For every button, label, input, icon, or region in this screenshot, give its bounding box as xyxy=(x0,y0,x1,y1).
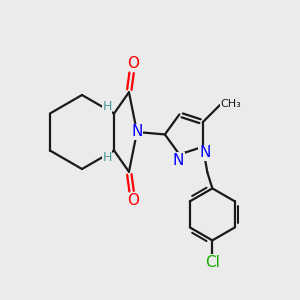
Text: O: O xyxy=(127,56,139,71)
Text: N: N xyxy=(173,153,184,168)
Text: CH₃: CH₃ xyxy=(220,99,241,109)
Text: O: O xyxy=(127,193,139,208)
Text: H: H xyxy=(102,151,112,164)
Text: N: N xyxy=(131,124,142,140)
Text: H: H xyxy=(102,100,112,113)
Text: Cl: Cl xyxy=(205,255,220,270)
Text: N: N xyxy=(199,145,211,160)
